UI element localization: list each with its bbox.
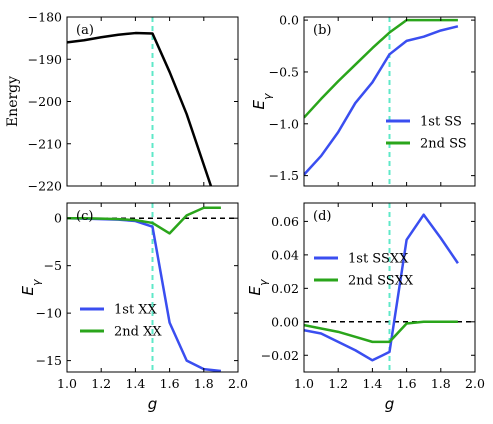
- x-axis-label: g: [148, 395, 158, 413]
- axes-frame: [303, 202, 476, 373]
- legend-label: 1st SS: [420, 115, 462, 130]
- y-tick-label: −10: [36, 306, 62, 321]
- panel-a: −180 −190 −200 −210 −220 (a) Energy: [5, 10, 239, 194]
- panel-b: 0.0 −0.5 −1.0 −1.5 (b) Eγ 1st SS 2nd SS: [250, 13, 476, 187]
- x-tick-label: 1.8: [194, 376, 214, 391]
- y-tick-label: −1.0: [269, 116, 299, 131]
- plot-area: [67, 203, 238, 372]
- series-line-1: [67, 216, 222, 372]
- y-axis-label: Energy: [5, 76, 21, 127]
- y-tick-label: −5: [44, 258, 62, 273]
- plot-area: [67, 17, 213, 186]
- plot-area: [304, 203, 475, 372]
- x-tick-label: 1.4: [362, 376, 382, 391]
- y-tick-label: 0.0: [279, 13, 299, 28]
- panel-tag: (a): [76, 23, 94, 38]
- y-tick-label: −0.5: [269, 64, 299, 79]
- x-tick-label: 1.0: [57, 376, 77, 391]
- plot-area: [304, 17, 459, 186]
- series-line-1: [304, 213, 459, 362]
- y-tick-label: −180: [28, 10, 62, 25]
- series-line-2: [67, 206, 221, 235]
- series-line-2: [304, 320, 458, 344]
- x-tick-label: 1.4: [125, 376, 145, 391]
- legend-label: 1st XX: [114, 303, 158, 318]
- y-tick-label: −200: [28, 94, 62, 109]
- y-tick-label: −220: [28, 179, 62, 194]
- y-tick-label: 0: [54, 211, 62, 226]
- x-tick-label: 1.2: [91, 376, 111, 391]
- x-tick-label: 1.2: [328, 376, 348, 391]
- y-tick-label: 0.00: [271, 314, 299, 329]
- y-tick-label: 0.06: [271, 214, 299, 229]
- series-line-1: [304, 25, 459, 176]
- y-tick-label: −0.02: [261, 348, 299, 363]
- y-tick-label: −15: [36, 353, 62, 368]
- axes-frame: [303, 16, 476, 187]
- panel-c: 0 −5 −10 −15 1.0 1.2 1.4 1.6 1.8 2.0 (c) Eγ g 1st XX 2…: [19, 202, 248, 413]
- y-axis-label: Eγ: [246, 279, 270, 295]
- series-line-2: [304, 18, 458, 119]
- axes-frame: [66, 202, 239, 373]
- y-tick-label: 0.04: [271, 247, 299, 262]
- y-tick-label: −210: [28, 136, 62, 151]
- y-tick-label: 0.02: [271, 281, 299, 296]
- x-tick-label: 1.0: [294, 376, 314, 391]
- legend-label: 2nd XX: [114, 325, 162, 340]
- y-tick-label: −190: [28, 52, 62, 67]
- x-axis-label: g: [385, 395, 395, 413]
- panel-tag: (b): [313, 23, 331, 38]
- x-tick-label: 2.0: [228, 376, 248, 391]
- legend-label: 2nd SSXX: [348, 274, 414, 289]
- x-tick-label: 1.8: [431, 376, 451, 391]
- x-tick-label: 1.6: [397, 376, 417, 391]
- x-tick-label: 1.6: [160, 376, 180, 391]
- series-line-1: [67, 31, 213, 186]
- y-axis-label: Eγ: [19, 279, 43, 295]
- panel-tag: (c): [76, 209, 93, 224]
- x-tick-label: 2.0: [465, 376, 485, 391]
- panel-d: 0.06 0.04 0.02 0.00 −0.02 1.0 1.2 1.4 1.6 1.8 2.0 (…: [246, 202, 485, 413]
- legend-label: 1st SSXX: [348, 252, 409, 267]
- y-tick-label: −1.5: [269, 168, 299, 183]
- y-axis-label: Eγ: [250, 93, 274, 109]
- legend-label: 2nd SS: [420, 137, 467, 152]
- panel-tag: (d): [313, 209, 331, 224]
